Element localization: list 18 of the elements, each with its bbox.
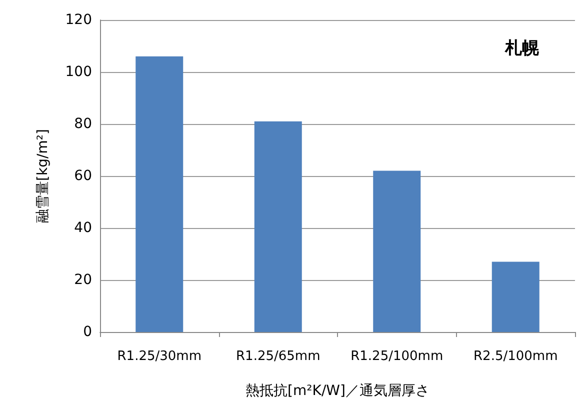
y-tick-label: 100 [65,64,92,80]
bar [136,56,184,332]
y-axis-title: 融雪量[kg/m²] [35,129,51,223]
x-tick-label: R1.25/30mm [117,349,202,364]
x-axis-title: 熱抵抗[m²K/W]／通気層厚さ [246,383,430,399]
bar [254,121,302,332]
y-tick-label: 20 [74,272,92,288]
bar [373,170,421,332]
y-tick-label: 40 [74,220,92,236]
y-tick-label: 80 [74,116,92,132]
x-tick-label: R2.5/100mm [474,349,558,364]
x-tick-label: R1.25/65mm [236,349,320,364]
y-tick-label: 0 [83,324,92,340]
annotation: 札幌 [504,38,540,58]
bar [492,262,540,332]
y-tick-label: 60 [74,168,92,184]
x-tick-label: R1.25/100mm [350,349,444,364]
y-tick-label: 120 [65,12,92,28]
